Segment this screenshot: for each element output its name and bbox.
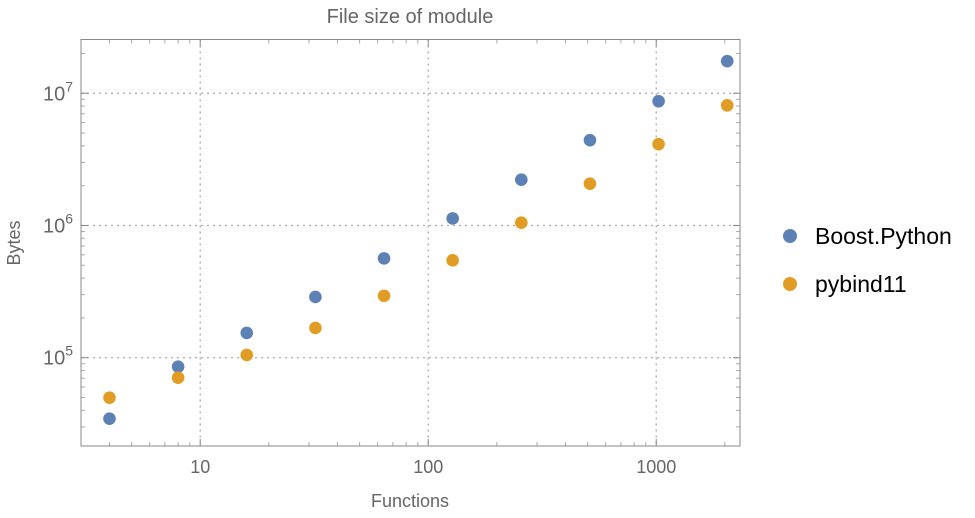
- point-pybind11: [446, 254, 459, 267]
- point-boost-python: [309, 290, 322, 304]
- y-tick-label: 105: [43, 343, 73, 370]
- x-axis-label: Functions: [371, 491, 449, 511]
- legend-marker: [783, 229, 797, 243]
- point-pybind11: [377, 289, 391, 303]
- legend-label: Boost.Python: [815, 223, 952, 249]
- point-boost-python: [377, 252, 391, 265]
- point-boost-python: [515, 173, 528, 186]
- point-pybind11: [652, 137, 665, 151]
- y-tick-label: 107: [43, 78, 73, 105]
- point-boost-python: [652, 94, 665, 108]
- plot-frame: [80, 39, 741, 447]
- x-tick-label: 10: [190, 457, 210, 477]
- point-boost-python: [103, 412, 116, 425]
- chart-title: File size of module: [327, 6, 494, 28]
- y-tick-label: 106: [43, 210, 73, 237]
- point-boost-python: [583, 133, 597, 147]
- x-tick-labels: 10 100 1000: [190, 457, 676, 477]
- point-boost-python: [446, 212, 459, 225]
- point-boost-python: [720, 54, 734, 68]
- x-tick-label: 100: [413, 457, 443, 477]
- legend: Boost.Python pybind11: [783, 223, 952, 297]
- y-tick-labels: 105 106 107: [43, 78, 73, 369]
- data-points: [103, 54, 734, 425]
- x-tick-label: 1000: [636, 457, 676, 477]
- point-pybind11: [720, 99, 734, 112]
- point-pybind11: [240, 348, 254, 362]
- point-pybind11: [171, 371, 185, 385]
- grid: [81, 39, 740, 446]
- point-pybind11: [309, 321, 322, 335]
- axis-ticks: [81, 39, 740, 446]
- legend-label: pybind11: [815, 271, 907, 297]
- point-pybind11: [103, 391, 116, 404]
- point-pybind11: [583, 177, 597, 191]
- point-boost-python: [240, 326, 254, 340]
- point-boost-python: [171, 360, 185, 374]
- legend-marker: [783, 277, 797, 291]
- point-pybind11: [515, 216, 528, 229]
- y-axis-label: Bytes: [4, 220, 24, 265]
